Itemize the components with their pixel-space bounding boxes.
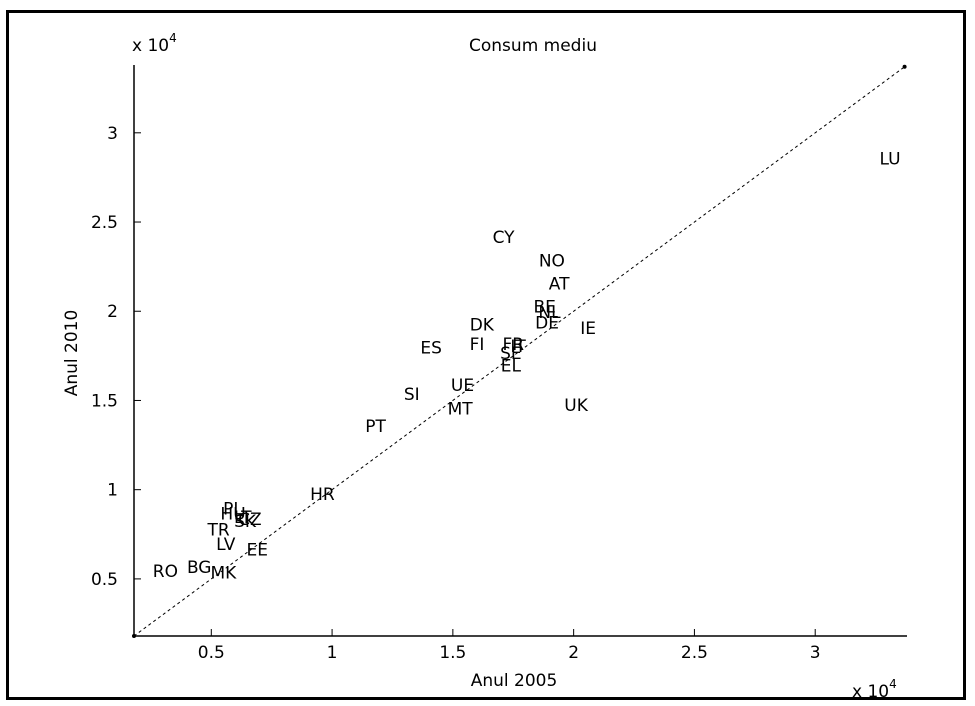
- reference-diagonal-line: [133, 66, 905, 637]
- x-tick-label: 0.5: [198, 643, 225, 663]
- point-label-hu: HU: [220, 505, 245, 525]
- point-label-mk: MK: [210, 564, 237, 584]
- point-label-cy: CY: [493, 228, 516, 248]
- point-label-fr: FR: [502, 335, 524, 355]
- point-label-si: SI: [404, 385, 420, 405]
- x-tick-label: 1.5: [439, 643, 466, 663]
- reference-line-start-dot: [132, 634, 136, 638]
- reference-line-end-dot: [902, 64, 907, 69]
- y-tick-label: 2: [107, 302, 118, 322]
- x-tick-label: 1: [327, 643, 338, 663]
- chart-title: Consum mediu: [469, 36, 597, 56]
- figure-frame: 0.5 1 1.5 2 2.5 3 0.5 1 1.5 2 2.5 3 LU CY NO AT BE NL DE I…: [6, 10, 966, 700]
- ticks-group: 0.5 1 1.5 2 2.5 3 0.5 1 1.5 2 2.5 3: [91, 124, 821, 663]
- point-label-cz: CZ: [238, 510, 262, 530]
- y-multiplier: x 104: [132, 31, 177, 56]
- point-label-tr: TR: [206, 521, 229, 541]
- point-label-ue: UE: [451, 376, 474, 396]
- point-label-de: DE: [535, 314, 559, 334]
- point-label-lu: LU: [880, 150, 901, 170]
- y-tick-label: 0.5: [91, 570, 118, 590]
- y-tick-label: 2.5: [91, 213, 118, 233]
- y-axis-label: Anul 2010: [62, 310, 82, 397]
- point-label-hr: HR: [310, 485, 335, 505]
- point-label-el: EL: [501, 357, 522, 377]
- point-label-bg: BG: [187, 558, 212, 578]
- x-tick-label: 3: [810, 643, 821, 663]
- point-label-no: NO: [539, 251, 565, 271]
- point-label-fi: FI: [470, 335, 485, 355]
- point-label-at: AT: [549, 274, 570, 294]
- point-label-be: BE: [533, 298, 555, 318]
- point-label-lv: LV: [216, 535, 236, 555]
- point-label-es: ES: [420, 339, 442, 359]
- point-label-it: IT: [510, 337, 526, 357]
- point-label-pt: PT: [365, 417, 386, 437]
- point-label-uk: UK: [564, 396, 588, 416]
- y-tick-label: 1.5: [91, 391, 118, 411]
- y-tick-label: 3: [107, 124, 118, 144]
- point-label-sk: SK: [234, 512, 257, 532]
- point-label-nl: NL: [538, 303, 561, 323]
- point-label-ie: IE: [580, 319, 596, 339]
- x-axis-label: Anul 2005: [471, 671, 558, 691]
- x-tick-label: 2: [568, 643, 579, 663]
- point-label-dk: DK: [470, 316, 495, 336]
- point-label-lt: LT: [234, 508, 252, 528]
- point-label-se: SE: [500, 344, 522, 364]
- point-label-pl: PL: [223, 499, 243, 519]
- point-label-ee: EE: [246, 540, 267, 560]
- point-label-ro: RO: [153, 562, 178, 582]
- point-label-mt: MT: [448, 399, 474, 419]
- axes-group: [133, 65, 907, 637]
- x-multiplier: x 104: [852, 677, 897, 697]
- y-tick-label: 1: [107, 481, 118, 501]
- x-tick-label: 2.5: [681, 643, 708, 663]
